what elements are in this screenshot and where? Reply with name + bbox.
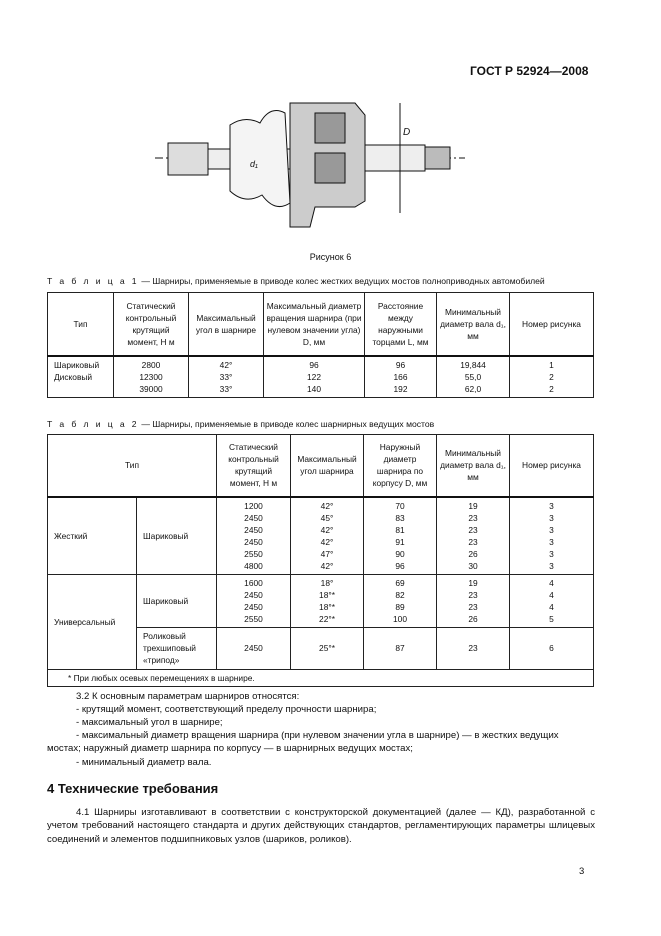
roller-top (314, 112, 346, 144)
t2-figure: 3 3 3 3 3 3 (509, 496, 594, 575)
t2-angle: 42° 45° 42° 42° 47° 42° (290, 496, 364, 575)
t1-shaft: 19,844 55,0 62,0 (436, 355, 510, 398)
t2-header-type: Тип (47, 434, 217, 498)
table1-caption: Т а б л и ц а 1 — Шарниры, применяемые в… (47, 276, 545, 286)
list-item: - максимальный диаметр вращения шарнира … (47, 729, 559, 755)
label-D: D (403, 127, 410, 138)
t2-torque: 1200 2450 2450 2450 2550 4800 (216, 496, 291, 575)
t1-torque: 2800 12300 39000 (113, 355, 189, 398)
t2-figure: 4 4 4 5 (509, 573, 594, 628)
t1-header-torque: Статический контрольный крутящий момент,… (113, 292, 189, 357)
t2-footnote: * При любых осевых перемещениях в шарнир… (47, 668, 594, 687)
t2-type-universal: Универсальный (47, 573, 137, 670)
figure-caption: Рисунок 6 (309, 252, 352, 262)
section-4-title: 4 Технические требования (47, 780, 219, 796)
t1-header-figure: Номер рисунка (509, 292, 594, 357)
spline (424, 146, 451, 170)
t2-angle: 25°* (290, 626, 364, 670)
table2-caption-prefix: Т а б л и ц а 2 (47, 419, 139, 429)
table-row: Шариковый Дисковый 2800 12300 39000 42° … (47, 355, 594, 398)
t1-header-shaft: Минимальный диаметр вала d₁, мм (436, 292, 510, 357)
table1-caption-prefix: Т а б л и ц а 1 (47, 276, 139, 286)
section-4-1-paragraph: 4.1 Шарниры изготавливают в соответствии… (47, 806, 595, 845)
roller-bottom (314, 152, 346, 184)
t1-angle: 42° 33° 33° (188, 355, 264, 398)
table2: Тип Статический контрольный крутящий мом… (47, 434, 594, 687)
t2-subtype: Шариковый (136, 573, 217, 628)
t2-torque: 1600 2450 2450 2550 (216, 573, 291, 628)
label-d1: d₁ (250, 159, 258, 169)
output-shaft (364, 144, 426, 172)
list-item: - минимальный диаметр вала. (76, 756, 212, 768)
t1-distance: 96 166 192 (364, 355, 437, 398)
t2-diameter: 69 82 89 100 (363, 573, 437, 628)
t2-diameter: 70 83 81 91 90 96 (363, 496, 437, 575)
t1-header-distance: Расстояние между наружными торцами L, мм (364, 292, 437, 357)
body-flow: Т а б л и ц а 2 — Шарниры, применяемые в… (47, 419, 595, 846)
t2-figure: 6 (509, 626, 594, 670)
t2-subtype: Шариковый (136, 496, 217, 575)
t2-diameter: 87 (363, 626, 437, 670)
t2-header-torque: Статический контрольный крутящий момент,… (216, 434, 291, 498)
document-id: ГОСТ Р 52924—2008 (470, 64, 589, 78)
list-item: - крутящий момент, соответствующий преде… (76, 703, 377, 715)
t1-diameter: 96 122 140 (263, 355, 365, 398)
t2-angle: 18° 18°* 18°* 22°* (290, 573, 364, 628)
t2-header-figure: Номер рисунка (509, 434, 594, 498)
t2-type-rigid: Жесткий (47, 496, 137, 575)
t2-shaft: 23 (436, 626, 510, 670)
t2-header-angle: Максимальный угол шарнира (290, 434, 364, 498)
t2-header-diameter: Наружный диаметр шарнира по корпусу D, м… (363, 434, 437, 498)
page-number: 3 (579, 866, 585, 877)
shaft-left (167, 142, 209, 176)
table-row: Жесткий Шариковый 1200 2450 2450 2450 25… (47, 496, 594, 575)
list-item: - максимальный угол в шарнире; (76, 716, 223, 728)
t1-header-type: Тип (47, 292, 114, 357)
t1-figure: 1 2 2 (509, 355, 594, 398)
t1-header-angle: Максимальный угол в шарнире (188, 292, 264, 357)
section-3-2-intro: 3.2 К основным параметрам шарниров относ… (76, 690, 300, 702)
t1-header-diameter: Максимальный диаметр вращения шарнира (п… (263, 292, 365, 357)
t2-subtype: Роликовый трехшиповый «трипод» (136, 626, 217, 670)
table1-caption-text: — Шарниры, применяемые в приводе колес ж… (138, 276, 545, 286)
table-row: Роликовый трехшиповый «трипод» 2450 25°*… (48, 626, 594, 670)
t1-type: Шариковый Дисковый (47, 355, 114, 398)
table1: Тип Статический контрольный крутящий мом… (47, 292, 594, 398)
table2-caption: Т а б л и ц а 2 — Шарниры, применяемые в… (47, 419, 595, 429)
joint-drawing: D d₁ (155, 102, 465, 228)
t2-shaft: 19 23 23 26 (436, 573, 510, 628)
t2-shaft: 19 23 23 23 26 30 (436, 496, 510, 575)
t2-header-shaft: Минимальный диаметр вала d₁, мм (436, 434, 510, 498)
t2-torque: 2450 (216, 626, 291, 670)
table2-caption-text: — Шарниры, применяемые в приводе колес ш… (138, 419, 435, 429)
table-row: Универсальный Шариковый 1600 2450 2450 2… (47, 573, 594, 670)
boot (229, 110, 291, 208)
